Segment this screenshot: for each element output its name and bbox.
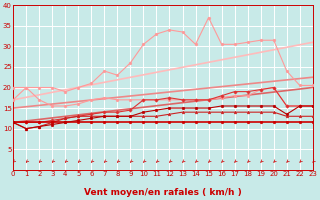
X-axis label: Vent moyen/en rafales ( km/h ): Vent moyen/en rafales ( km/h ) <box>84 188 242 197</box>
